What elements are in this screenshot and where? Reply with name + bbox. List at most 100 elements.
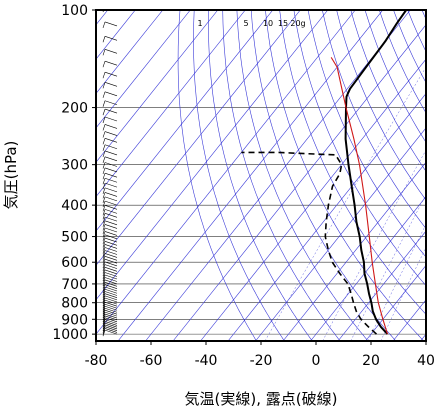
wind-barb xyxy=(102,48,118,56)
wind-barb xyxy=(102,293,118,300)
isotherm-line xyxy=(200,58,426,341)
mixing-ratio-line xyxy=(380,247,426,341)
dry-adiabat-line xyxy=(222,10,341,341)
wind-barb xyxy=(102,253,118,260)
wind-barb xyxy=(102,329,118,337)
isotherm-line xyxy=(255,127,426,341)
wind-barb xyxy=(102,144,118,151)
y-tick-label: 900 xyxy=(61,312,88,328)
wind-barbs xyxy=(102,10,118,337)
wind-barb xyxy=(102,321,118,328)
isotherm-line xyxy=(337,230,426,341)
wind-barb xyxy=(102,200,118,208)
wind-barb xyxy=(102,177,118,185)
wind-barb xyxy=(102,305,118,313)
wind-barb xyxy=(102,328,118,335)
isotherm-line xyxy=(96,10,164,94)
wind-barb xyxy=(102,162,118,169)
mixing-ratio-label: 20g xyxy=(290,19,305,28)
wind-barb xyxy=(102,319,118,326)
wind-barb xyxy=(102,244,118,251)
wind-barb xyxy=(102,131,118,138)
wind-barb xyxy=(102,116,118,124)
mixing-ratio-line xyxy=(322,149,426,341)
wind-barb xyxy=(102,307,118,315)
isotherm-line xyxy=(282,161,426,341)
wind-barb xyxy=(102,35,118,43)
dry-adiabat-line xyxy=(208,10,313,341)
wind-barb xyxy=(102,241,118,248)
wind-barb xyxy=(102,187,118,194)
dry-adiabat-line xyxy=(236,10,369,341)
wind-barb xyxy=(102,291,118,298)
mixing-ratio-line xyxy=(264,66,426,341)
wind-barb xyxy=(102,322,118,330)
mixing-ratio-labels: 1 5 10 15 20g xyxy=(197,19,305,28)
isotherm-line xyxy=(365,264,426,341)
dry-adiabat-line xyxy=(193,10,285,341)
isotherm-line xyxy=(145,10,411,341)
wind-barb xyxy=(102,272,118,279)
wind-barb xyxy=(102,91,118,98)
y-tick-label: 600 xyxy=(61,255,88,271)
mixing-ratio-label: 5 xyxy=(243,19,248,28)
wind-barb xyxy=(102,313,118,321)
x-tick-label: -80 xyxy=(85,353,108,369)
y-axis-title: 気圧(hPa) xyxy=(2,141,20,210)
wind-barb xyxy=(102,258,118,266)
wind-barb xyxy=(102,60,118,68)
y-tick-label: 400 xyxy=(61,198,88,214)
y-tick-label: 700 xyxy=(61,277,88,293)
isotherm-line xyxy=(96,10,329,301)
x-tick-label: 20 xyxy=(362,353,380,369)
wind-barb xyxy=(102,261,118,269)
y-tick-label: 500 xyxy=(61,230,88,246)
isotherm-line xyxy=(96,10,246,198)
mixing-ratio-line xyxy=(367,223,426,341)
dry-adiabat-line xyxy=(279,10,426,315)
mixing-ratio-label: 15 xyxy=(278,19,288,28)
x-axis: -80 -60 -40 -20 0 20 40 xyxy=(85,341,435,369)
wind-barb xyxy=(102,324,118,332)
wind-barb xyxy=(102,138,118,145)
wind-barb xyxy=(102,150,118,158)
wind-barb xyxy=(102,212,118,220)
wind-barb xyxy=(102,216,118,224)
wind-barb xyxy=(102,297,118,305)
y-tick-label: 300 xyxy=(61,158,88,174)
isotherm-line xyxy=(96,10,274,232)
parcel-profile xyxy=(330,57,389,335)
wind-barb xyxy=(102,279,118,287)
wind-barb xyxy=(102,231,118,238)
mixing-ratio-label: 1 xyxy=(197,19,202,28)
isotherm-line xyxy=(172,24,426,341)
wind-barb xyxy=(102,274,118,282)
x-tick-label: -60 xyxy=(140,353,163,369)
wind-barb xyxy=(102,82,118,89)
wind-barb xyxy=(102,172,118,180)
isotherm-line xyxy=(96,10,219,163)
wind-barb xyxy=(102,156,118,163)
wind-barb xyxy=(102,237,118,245)
wind-barb xyxy=(102,71,118,79)
x-tick-label: 0 xyxy=(312,353,321,369)
wind-barb xyxy=(102,303,118,311)
wind-barb xyxy=(102,205,118,212)
wind-barb xyxy=(102,196,118,203)
x-tick-label: 40 xyxy=(417,353,435,369)
wind-barb xyxy=(102,277,118,284)
wind-barb xyxy=(102,247,118,254)
mixing-ratio-label: 10 xyxy=(263,19,273,28)
y-tick-label: 800 xyxy=(61,296,88,312)
wind-barb xyxy=(102,192,118,199)
isotherm-line xyxy=(96,10,301,266)
wind-barb xyxy=(102,267,118,274)
wind-barb xyxy=(102,269,118,277)
grid-layer xyxy=(96,10,426,341)
wind-barb xyxy=(102,209,118,216)
wind-barb xyxy=(102,295,118,302)
isotherm-line xyxy=(117,10,384,341)
isotherm-line xyxy=(96,10,356,335)
wind-barb xyxy=(102,311,118,319)
